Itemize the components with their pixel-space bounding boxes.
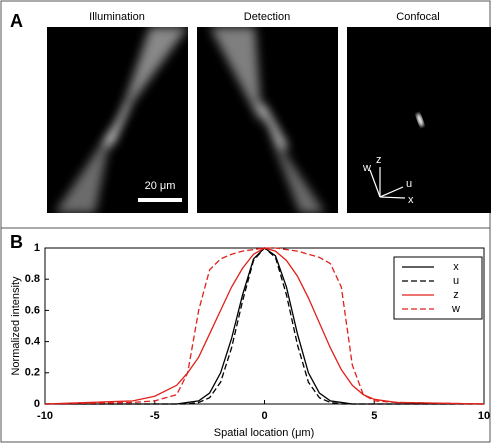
image-detection xyxy=(197,27,338,213)
x-tick-label: -10 xyxy=(37,410,53,422)
y-tick-label: 0.2 xyxy=(25,367,40,379)
scale-bar xyxy=(138,198,182,202)
panel-label: A xyxy=(10,11,23,31)
image-title: Confocal xyxy=(396,11,439,23)
x-tick-label: -5 xyxy=(150,410,160,422)
legend-box xyxy=(394,257,482,319)
axis-glyph-label: u xyxy=(406,178,412,190)
axis-glyph-label: z xyxy=(376,154,382,166)
y-tick-label: 1 xyxy=(34,242,40,254)
image-title: Illumination xyxy=(89,11,145,23)
axis-glyph-label: w xyxy=(362,162,371,174)
scale-bar-label: 20 μm xyxy=(145,180,176,192)
y-tick-label: 0.4 xyxy=(25,336,41,348)
figure: A Illumination Detection Confocal 20 μm … xyxy=(0,0,491,443)
legend-label: u xyxy=(453,275,459,287)
panel-label: B xyxy=(10,232,23,252)
y-tick-label: 0.8 xyxy=(25,273,40,285)
legend-label: z xyxy=(453,289,459,301)
legend-label: x xyxy=(453,261,459,273)
y-axis-title: Normalized intensity xyxy=(10,276,22,376)
x-tick-label: 10 xyxy=(478,410,490,422)
x-axis-title: Spatial location (μm) xyxy=(214,427,315,439)
x-tick-label: 5 xyxy=(371,410,377,422)
legend-label: w xyxy=(451,303,460,315)
axis-glyph-label: x xyxy=(408,194,414,206)
y-tick-label: 0.6 xyxy=(25,304,40,316)
x-tick-label: 0 xyxy=(261,410,267,422)
image-confocal xyxy=(347,27,491,213)
y-tick-label: 0 xyxy=(34,398,40,410)
image-title: Detection xyxy=(244,11,290,23)
